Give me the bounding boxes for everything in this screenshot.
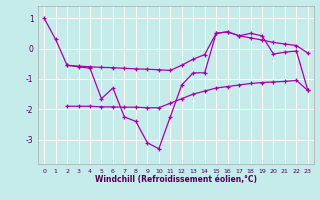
X-axis label: Windchill (Refroidissement éolien,°C): Windchill (Refroidissement éolien,°C) bbox=[95, 175, 257, 184]
